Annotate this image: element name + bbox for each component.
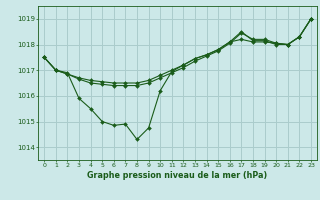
X-axis label: Graphe pression niveau de la mer (hPa): Graphe pression niveau de la mer (hPa)	[87, 171, 268, 180]
